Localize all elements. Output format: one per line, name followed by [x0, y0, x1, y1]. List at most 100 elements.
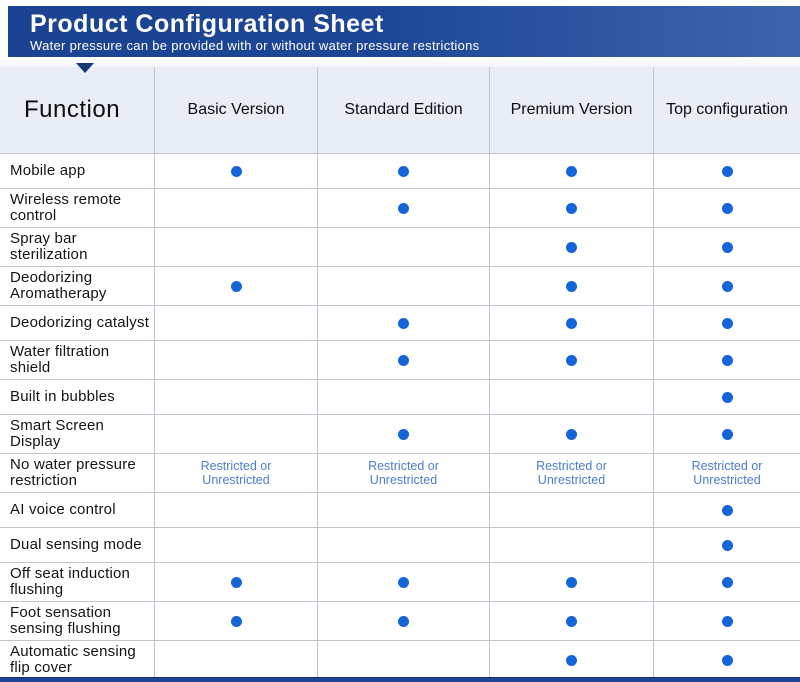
- availability-cell: [654, 415, 800, 454]
- row-label: Water filtration shield: [0, 341, 155, 380]
- availability-cell: [654, 563, 800, 602]
- restriction-text: Restricted or Unrestricted: [691, 459, 763, 487]
- row-label: AI voice control: [0, 493, 155, 528]
- availability-cell: [490, 493, 654, 528]
- banner-gap: [0, 57, 800, 67]
- table-row: Wireless remote control: [0, 189, 800, 228]
- availability-cell: [155, 306, 318, 341]
- availability-cell: [654, 341, 800, 380]
- row-label: Automatic sensing flip cover: [0, 641, 155, 680]
- availability-cell: [490, 341, 654, 380]
- availability-cell: [318, 267, 490, 306]
- availability-dot-icon: [721, 654, 733, 666]
- table-row: Water filtration shield: [0, 341, 800, 380]
- availability-cell: [155, 493, 318, 528]
- availability-dot-icon: [566, 654, 577, 666]
- availability-dot-icon: [721, 539, 733, 551]
- availability-cell: [318, 641, 490, 680]
- column-header-basic-version: Basic Version: [155, 67, 318, 154]
- table-row: Dual sensing mode: [0, 528, 800, 563]
- availability-cell: [155, 380, 318, 415]
- availability-cell: [490, 267, 654, 306]
- restriction-text: Restricted or Unrestricted: [200, 459, 272, 487]
- row-label: Deodorizing Aromatherapy: [0, 267, 155, 306]
- availability-cell: [155, 228, 318, 267]
- table-row: Spray bar sterilization: [0, 228, 800, 267]
- availability-cell: [490, 563, 654, 602]
- availability-dot-icon: [230, 280, 242, 292]
- bottom-bar: [0, 677, 800, 682]
- restriction-text: Restricted or Unrestricted: [536, 459, 607, 487]
- row-label: No water pressure restriction: [0, 454, 155, 493]
- availability-cell: [654, 267, 800, 306]
- table-row: Foot sensation sensing flushing: [0, 602, 800, 641]
- table-row: Deodorizing Aromatherapy: [0, 267, 800, 306]
- availability-cell: [155, 528, 318, 563]
- availability-dot-icon: [721, 202, 733, 214]
- availability-dot-icon: [398, 317, 409, 329]
- availability-cell: [318, 189, 490, 228]
- availability-cell: [318, 341, 490, 380]
- page-subtitle: Water pressure can be provided with or w…: [30, 38, 480, 53]
- availability-dot-icon: [566, 241, 577, 253]
- availability-dot-icon: [566, 280, 577, 292]
- row-label: Smart Screen Display: [0, 415, 155, 454]
- availability-dot-icon: [721, 317, 733, 329]
- availability-dot-icon: [721, 280, 733, 292]
- availability-dot-icon: [566, 317, 577, 329]
- availability-cell: [490, 189, 654, 228]
- availability-cell: [654, 189, 800, 228]
- availability-dot-icon: [721, 354, 733, 366]
- availability-dot-icon: [230, 576, 242, 588]
- availability-cell: [654, 154, 800, 189]
- column-header-function: Function: [0, 67, 155, 154]
- table-row: Mobile app: [0, 154, 800, 189]
- availability-cell: [318, 563, 490, 602]
- availability-cell: [490, 415, 654, 454]
- column-header-top-configuration: Top configuration: [654, 67, 800, 154]
- availability-dot-icon: [398, 615, 409, 627]
- availability-cell: [490, 602, 654, 641]
- header-banner: Product Configuration Sheet Water pressu…: [8, 6, 800, 57]
- availability-dot-icon: [721, 576, 733, 588]
- row-label: Dual sensing mode: [0, 528, 155, 563]
- availability-cell: [654, 380, 800, 415]
- availability-dot-icon: [721, 241, 733, 253]
- availability-dot-icon: [566, 428, 577, 440]
- restriction-text: Restricted or Unrestricted: [368, 459, 439, 487]
- availability-dot-icon: [398, 576, 409, 588]
- table-row: Off seat induction flushing: [0, 563, 800, 602]
- row-label: Foot sensation sensing flushing: [0, 602, 155, 641]
- availability-cell: [490, 154, 654, 189]
- table-row: Built in bubbles: [0, 380, 800, 415]
- availability-cell: [155, 641, 318, 680]
- row-label: Spray bar sterilization: [0, 228, 155, 267]
- availability-cell: [490, 641, 654, 680]
- row-label: Deodorizing catalyst: [0, 306, 155, 341]
- column-header-standard-edition: Standard Edition: [318, 67, 490, 154]
- availability-dot-icon: [721, 504, 733, 516]
- column-header-premium-version: Premium Version: [490, 67, 654, 154]
- availability-cell: Restricted or Unrestricted: [318, 454, 490, 493]
- availability-cell: [490, 528, 654, 563]
- availability-cell: [155, 341, 318, 380]
- availability-cell: [155, 154, 318, 189]
- availability-cell: Restricted or Unrestricted: [654, 454, 800, 493]
- availability-dot-icon: [398, 202, 409, 214]
- availability-dot-icon: [721, 428, 733, 440]
- row-label: Wireless remote control: [0, 189, 155, 228]
- availability-dot-icon: [721, 615, 733, 627]
- availability-dot-icon: [398, 354, 409, 366]
- availability-cell: [318, 228, 490, 267]
- availability-cell: [654, 228, 800, 267]
- availability-dot-icon: [566, 615, 577, 627]
- availability-cell: [654, 306, 800, 341]
- row-label: Built in bubbles: [0, 380, 155, 415]
- availability-cell: [155, 563, 318, 602]
- availability-dot-icon: [566, 165, 577, 177]
- availability-cell: [654, 641, 800, 680]
- availability-cell: [155, 267, 318, 306]
- table-row: Smart Screen Display: [0, 415, 800, 454]
- availability-cell: [155, 415, 318, 454]
- table-body: Mobile app Wireless remote control Spray b…: [0, 154, 800, 680]
